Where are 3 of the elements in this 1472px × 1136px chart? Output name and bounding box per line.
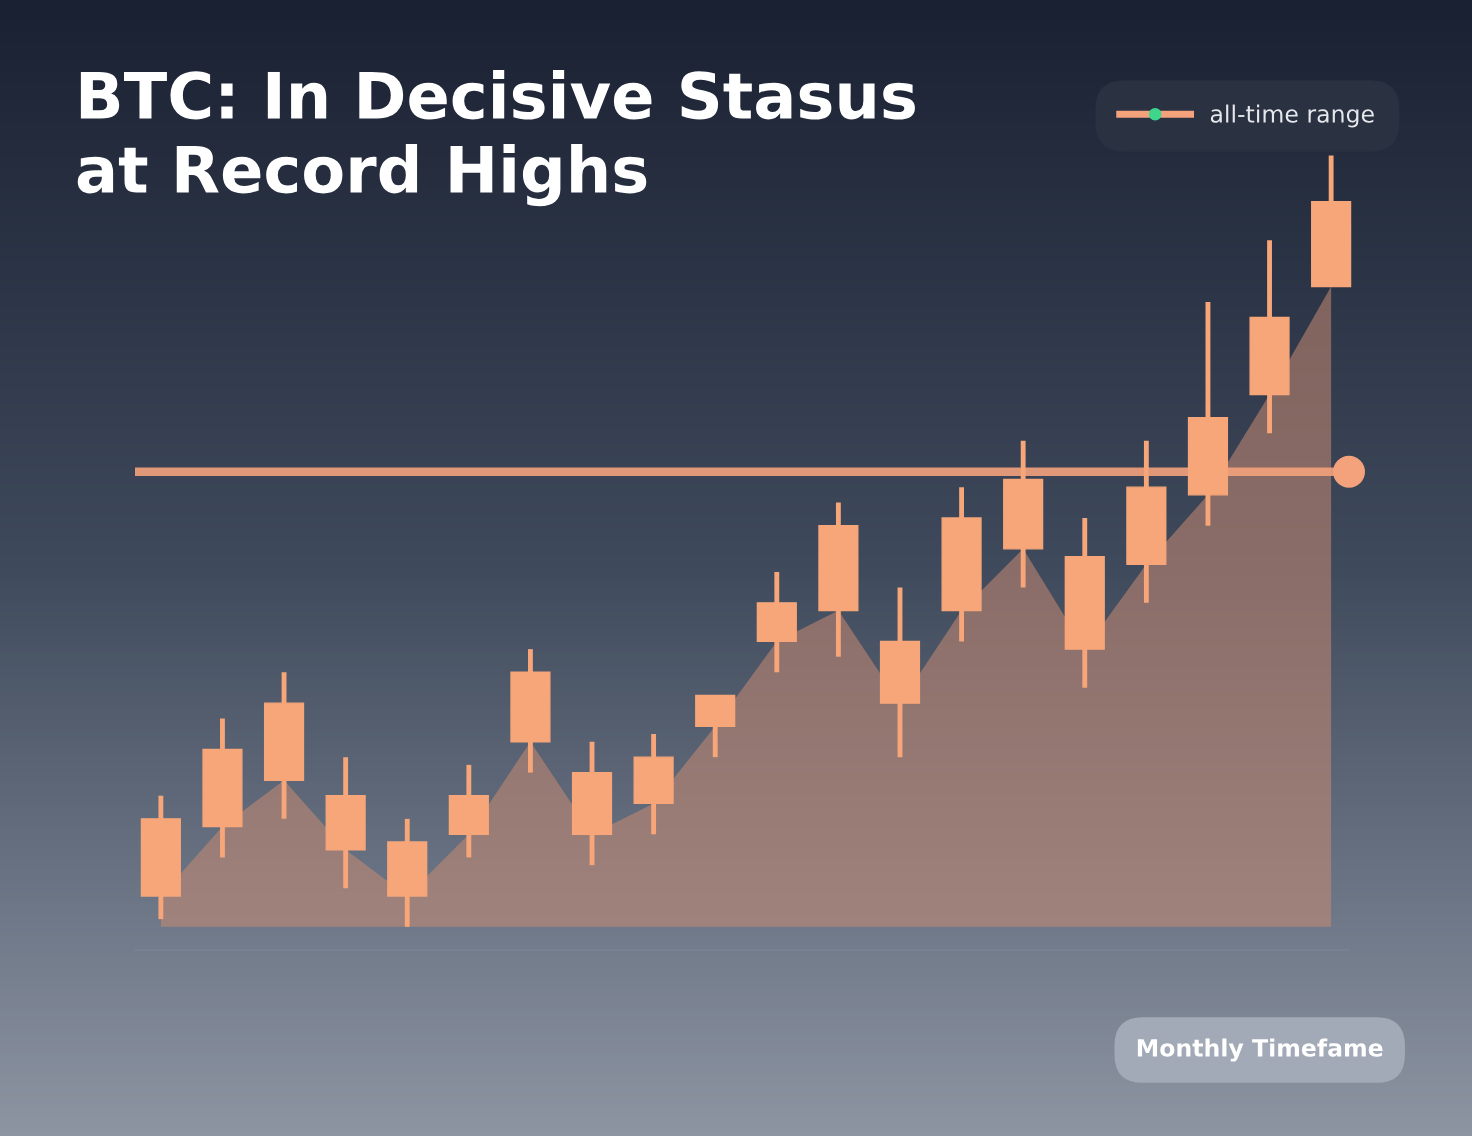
legend-label: all-time range: [1210, 104, 1374, 128]
text: Monthly Timefame: [1137, 1038, 1383, 1062]
chart-title: BTC: In Decisive Stasus at Record Highs: [77, 70, 915, 207]
